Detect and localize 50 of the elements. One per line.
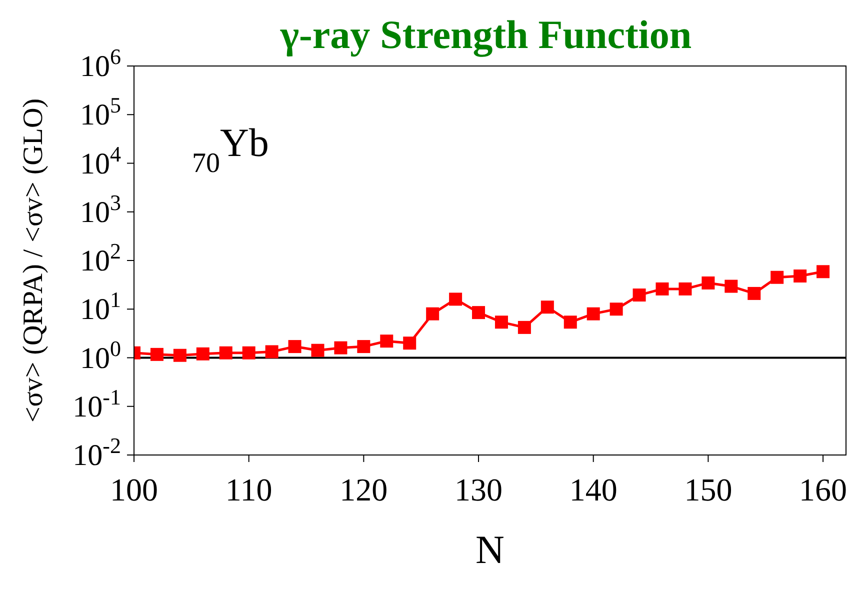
y-tick-label: 10$^{1}$ bbox=[80, 286, 121, 326]
point bbox=[586, 307, 600, 320]
x-tick-label: 120 bbox=[340, 472, 388, 508]
y-tick-label: 10$^{4}$ bbox=[80, 140, 121, 180]
x-tick-label: 100 bbox=[110, 472, 158, 508]
point bbox=[426, 307, 440, 320]
point bbox=[219, 346, 232, 360]
point bbox=[449, 292, 462, 306]
y-axis-title: <σv> (QRPA) / <σv> (GLO) bbox=[18, 98, 49, 423]
y-tick-label: 10$^{6}$ bbox=[80, 44, 121, 83]
point bbox=[656, 282, 669, 296]
annotation: $_{70}$Yb bbox=[192, 120, 269, 178]
point bbox=[770, 270, 784, 284]
point bbox=[472, 306, 486, 320]
point bbox=[311, 344, 324, 357]
point bbox=[518, 320, 531, 334]
point bbox=[173, 348, 186, 362]
y-tick-label: 10$^{2}$ bbox=[80, 238, 121, 278]
point bbox=[540, 300, 554, 314]
point bbox=[403, 336, 416, 350]
x-axis-title: N bbox=[476, 527, 504, 572]
point bbox=[702, 276, 715, 290]
point bbox=[334, 341, 348, 354]
point bbox=[610, 302, 623, 316]
point bbox=[494, 316, 508, 329]
x-tick-label: 140 bbox=[569, 472, 618, 508]
x-tick-label: 150 bbox=[684, 472, 732, 508]
point bbox=[632, 288, 646, 302]
point bbox=[242, 346, 256, 360]
y-tick-label: 10$^{0}$ bbox=[80, 335, 121, 375]
y-tick-label: 10$^{5}$ bbox=[80, 92, 121, 132]
y-tick-label: 10$^{-2}$ bbox=[72, 432, 121, 472]
point bbox=[357, 340, 370, 354]
point bbox=[288, 340, 302, 354]
chart-title: γ-ray Strength Function bbox=[279, 12, 692, 57]
point bbox=[196, 347, 210, 360]
x-tick-label: 110 bbox=[225, 472, 272, 508]
y-tick-label: 10$^{-1}$ bbox=[72, 384, 121, 424]
x-tick-label: 130 bbox=[454, 472, 503, 508]
point bbox=[816, 265, 830, 278]
point bbox=[794, 270, 807, 282]
x-tick-label: 160 bbox=[799, 472, 848, 508]
point bbox=[380, 334, 394, 348]
point bbox=[150, 348, 164, 361]
point bbox=[678, 282, 692, 296]
point bbox=[265, 345, 278, 358]
point bbox=[748, 286, 761, 300]
y-tick-label: 10$^{3}$ bbox=[80, 189, 121, 229]
point bbox=[564, 316, 577, 329]
point bbox=[724, 280, 738, 293]
